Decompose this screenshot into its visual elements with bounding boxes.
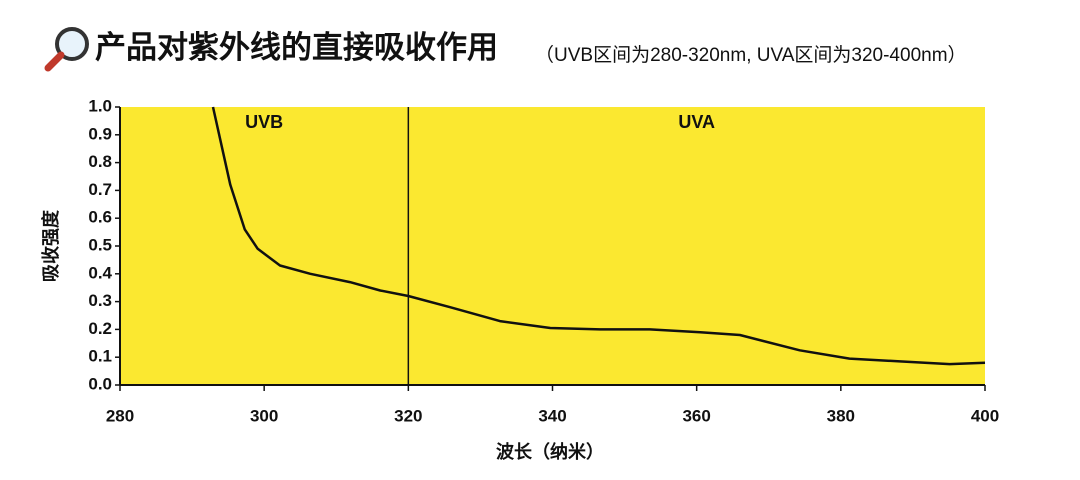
magnifier-icon — [44, 27, 89, 72]
x-tick-label: 300 — [250, 406, 278, 425]
x-tick-label: 340 — [538, 406, 566, 425]
y-tick-label: 0.3 — [88, 291, 112, 310]
y-tick-label: 0.6 — [88, 208, 112, 227]
x-tick-label: 360 — [682, 406, 710, 425]
y-tick-label: 0.1 — [88, 347, 112, 366]
x-tick-label: 320 — [394, 406, 422, 425]
absorption-line — [211, 106, 986, 366]
y-tick-label: 0.2 — [88, 319, 112, 338]
y-tick-label: 0.0 — [88, 374, 112, 393]
chart-subtitle: （UVB区间为280-320nm, UVA区间为320-400nm） — [535, 44, 967, 66]
y-tick-label: 1.0 — [88, 96, 112, 115]
x-tick-label: 380 — [827, 406, 855, 425]
y-tick-label: 0.4 — [88, 263, 112, 282]
chart-title: 产品对紫外线的直接吸收作用 — [95, 30, 498, 65]
x-tick-label: 280 — [106, 406, 134, 425]
y-tick-label: 0.9 — [88, 124, 112, 143]
y-tick-label: 0.8 — [88, 152, 112, 171]
region-label: UVA — [678, 112, 715, 132]
y-axis-label: 吸收强度 — [40, 209, 61, 282]
y-tick-label: 0.5 — [88, 235, 112, 254]
region-label: UVB — [245, 112, 283, 132]
plot-background — [120, 107, 985, 385]
y-tick-label: 0.7 — [88, 180, 112, 199]
x-axis-label: 波长（纳米） — [496, 441, 604, 462]
x-tick-label: 400 — [971, 406, 999, 425]
